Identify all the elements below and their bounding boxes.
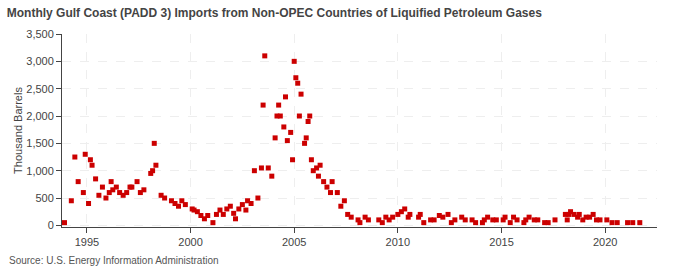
svg-text:1,000: 1,000 bbox=[26, 165, 54, 177]
svg-text:1,500: 1,500 bbox=[26, 137, 54, 149]
svg-text:Source: U.S. Energy Informatio: Source: U.S. Energy Information Administ… bbox=[9, 255, 219, 266]
svg-text:2020: 2020 bbox=[593, 236, 617, 248]
svg-text:1995: 1995 bbox=[75, 236, 99, 248]
svg-text:2005: 2005 bbox=[282, 236, 306, 248]
svg-text:2,500: 2,500 bbox=[26, 83, 54, 95]
svg-text:Thousand Barrels: Thousand Barrels bbox=[12, 87, 24, 174]
svg-text:2010: 2010 bbox=[386, 236, 410, 248]
svg-text:2,000: 2,000 bbox=[26, 110, 54, 122]
svg-text:2015: 2015 bbox=[489, 236, 513, 248]
svg-text:3,000: 3,000 bbox=[26, 55, 54, 67]
svg-text:0: 0 bbox=[48, 219, 54, 231]
svg-text:500: 500 bbox=[35, 192, 53, 204]
svg-text:Monthly Gulf Coast (PADD 3) Im: Monthly Gulf Coast (PADD 3) Imports from… bbox=[7, 6, 542, 20]
svg-text:2000: 2000 bbox=[178, 236, 202, 248]
svg-text:3,500: 3,500 bbox=[26, 28, 54, 40]
